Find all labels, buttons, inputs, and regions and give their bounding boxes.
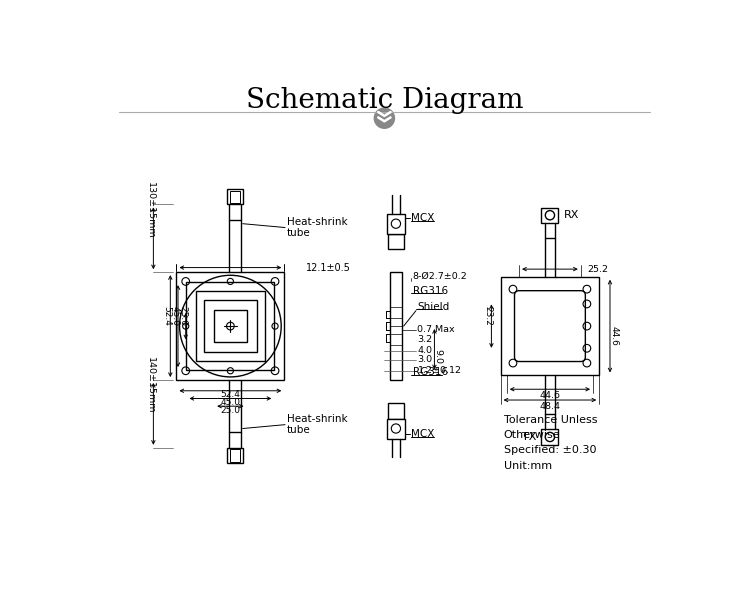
Text: Schematic Diagram: Schematic Diagram — [245, 88, 524, 115]
Bar — [227, 448, 243, 463]
Text: TX: TX — [522, 432, 536, 442]
Text: RG316: RG316 — [413, 367, 448, 377]
Text: Heat-shrink
tube: Heat-shrink tube — [286, 217, 347, 238]
Text: 45.0: 45.0 — [220, 398, 240, 407]
Bar — [390, 272, 402, 380]
Text: Shield: Shield — [418, 302, 450, 312]
Bar — [230, 191, 241, 203]
Bar — [542, 208, 559, 223]
Text: 130±15mm: 130±15mm — [146, 182, 154, 238]
Text: 25.2: 25.2 — [587, 265, 608, 274]
Text: 0.7 Max: 0.7 Max — [418, 325, 455, 334]
Text: MCX: MCX — [411, 213, 435, 223]
Text: RG316: RG316 — [413, 286, 448, 296]
Bar — [542, 429, 559, 445]
Text: 9.0: 9.0 — [433, 349, 442, 364]
Text: Tolerance Unless: Tolerance Unless — [504, 415, 597, 425]
Text: Unit:mm: Unit:mm — [504, 461, 552, 471]
Bar — [388, 234, 404, 249]
Bar — [388, 403, 404, 419]
Circle shape — [374, 107, 395, 129]
Text: 52.4: 52.4 — [163, 306, 172, 326]
Text: 45.0: 45.0 — [170, 306, 179, 326]
Text: 25.0: 25.0 — [178, 306, 188, 326]
Text: Otherwise: Otherwise — [504, 430, 560, 440]
Bar — [196, 292, 265, 361]
Bar — [387, 214, 405, 233]
Bar — [227, 189, 243, 205]
Text: Heat-shrink
tube: Heat-shrink tube — [286, 414, 347, 436]
Text: 3.0: 3.0 — [418, 355, 433, 364]
Bar — [501, 277, 599, 376]
Bar — [387, 419, 405, 439]
Text: 12.1±0.5: 12.1±0.5 — [306, 263, 351, 272]
Text: 23.2: 23.2 — [484, 306, 493, 326]
Bar — [176, 272, 284, 380]
Bar — [204, 300, 257, 352]
Text: Specified: ±0.30: Specified: ±0.30 — [504, 445, 596, 455]
Text: MCX: MCX — [411, 429, 435, 439]
Text: 3.2: 3.2 — [418, 335, 433, 344]
Text: 44.6: 44.6 — [609, 326, 618, 346]
Text: 44.6: 44.6 — [539, 391, 560, 400]
Text: 140±15mm: 140±15mm — [146, 358, 154, 414]
Text: 25.0: 25.0 — [220, 406, 240, 415]
Text: 4.0: 4.0 — [418, 346, 433, 355]
Bar — [187, 282, 274, 370]
Text: 48.4: 48.4 — [539, 401, 560, 410]
Text: RX: RX — [564, 210, 579, 220]
Text: 52.4: 52.4 — [220, 390, 240, 399]
Text: 8-Ø2.7±0.2: 8-Ø2.7±0.2 — [413, 272, 467, 281]
Bar — [230, 449, 241, 461]
Text: 1.2±0.12: 1.2±0.12 — [418, 366, 461, 375]
Bar — [214, 310, 247, 342]
